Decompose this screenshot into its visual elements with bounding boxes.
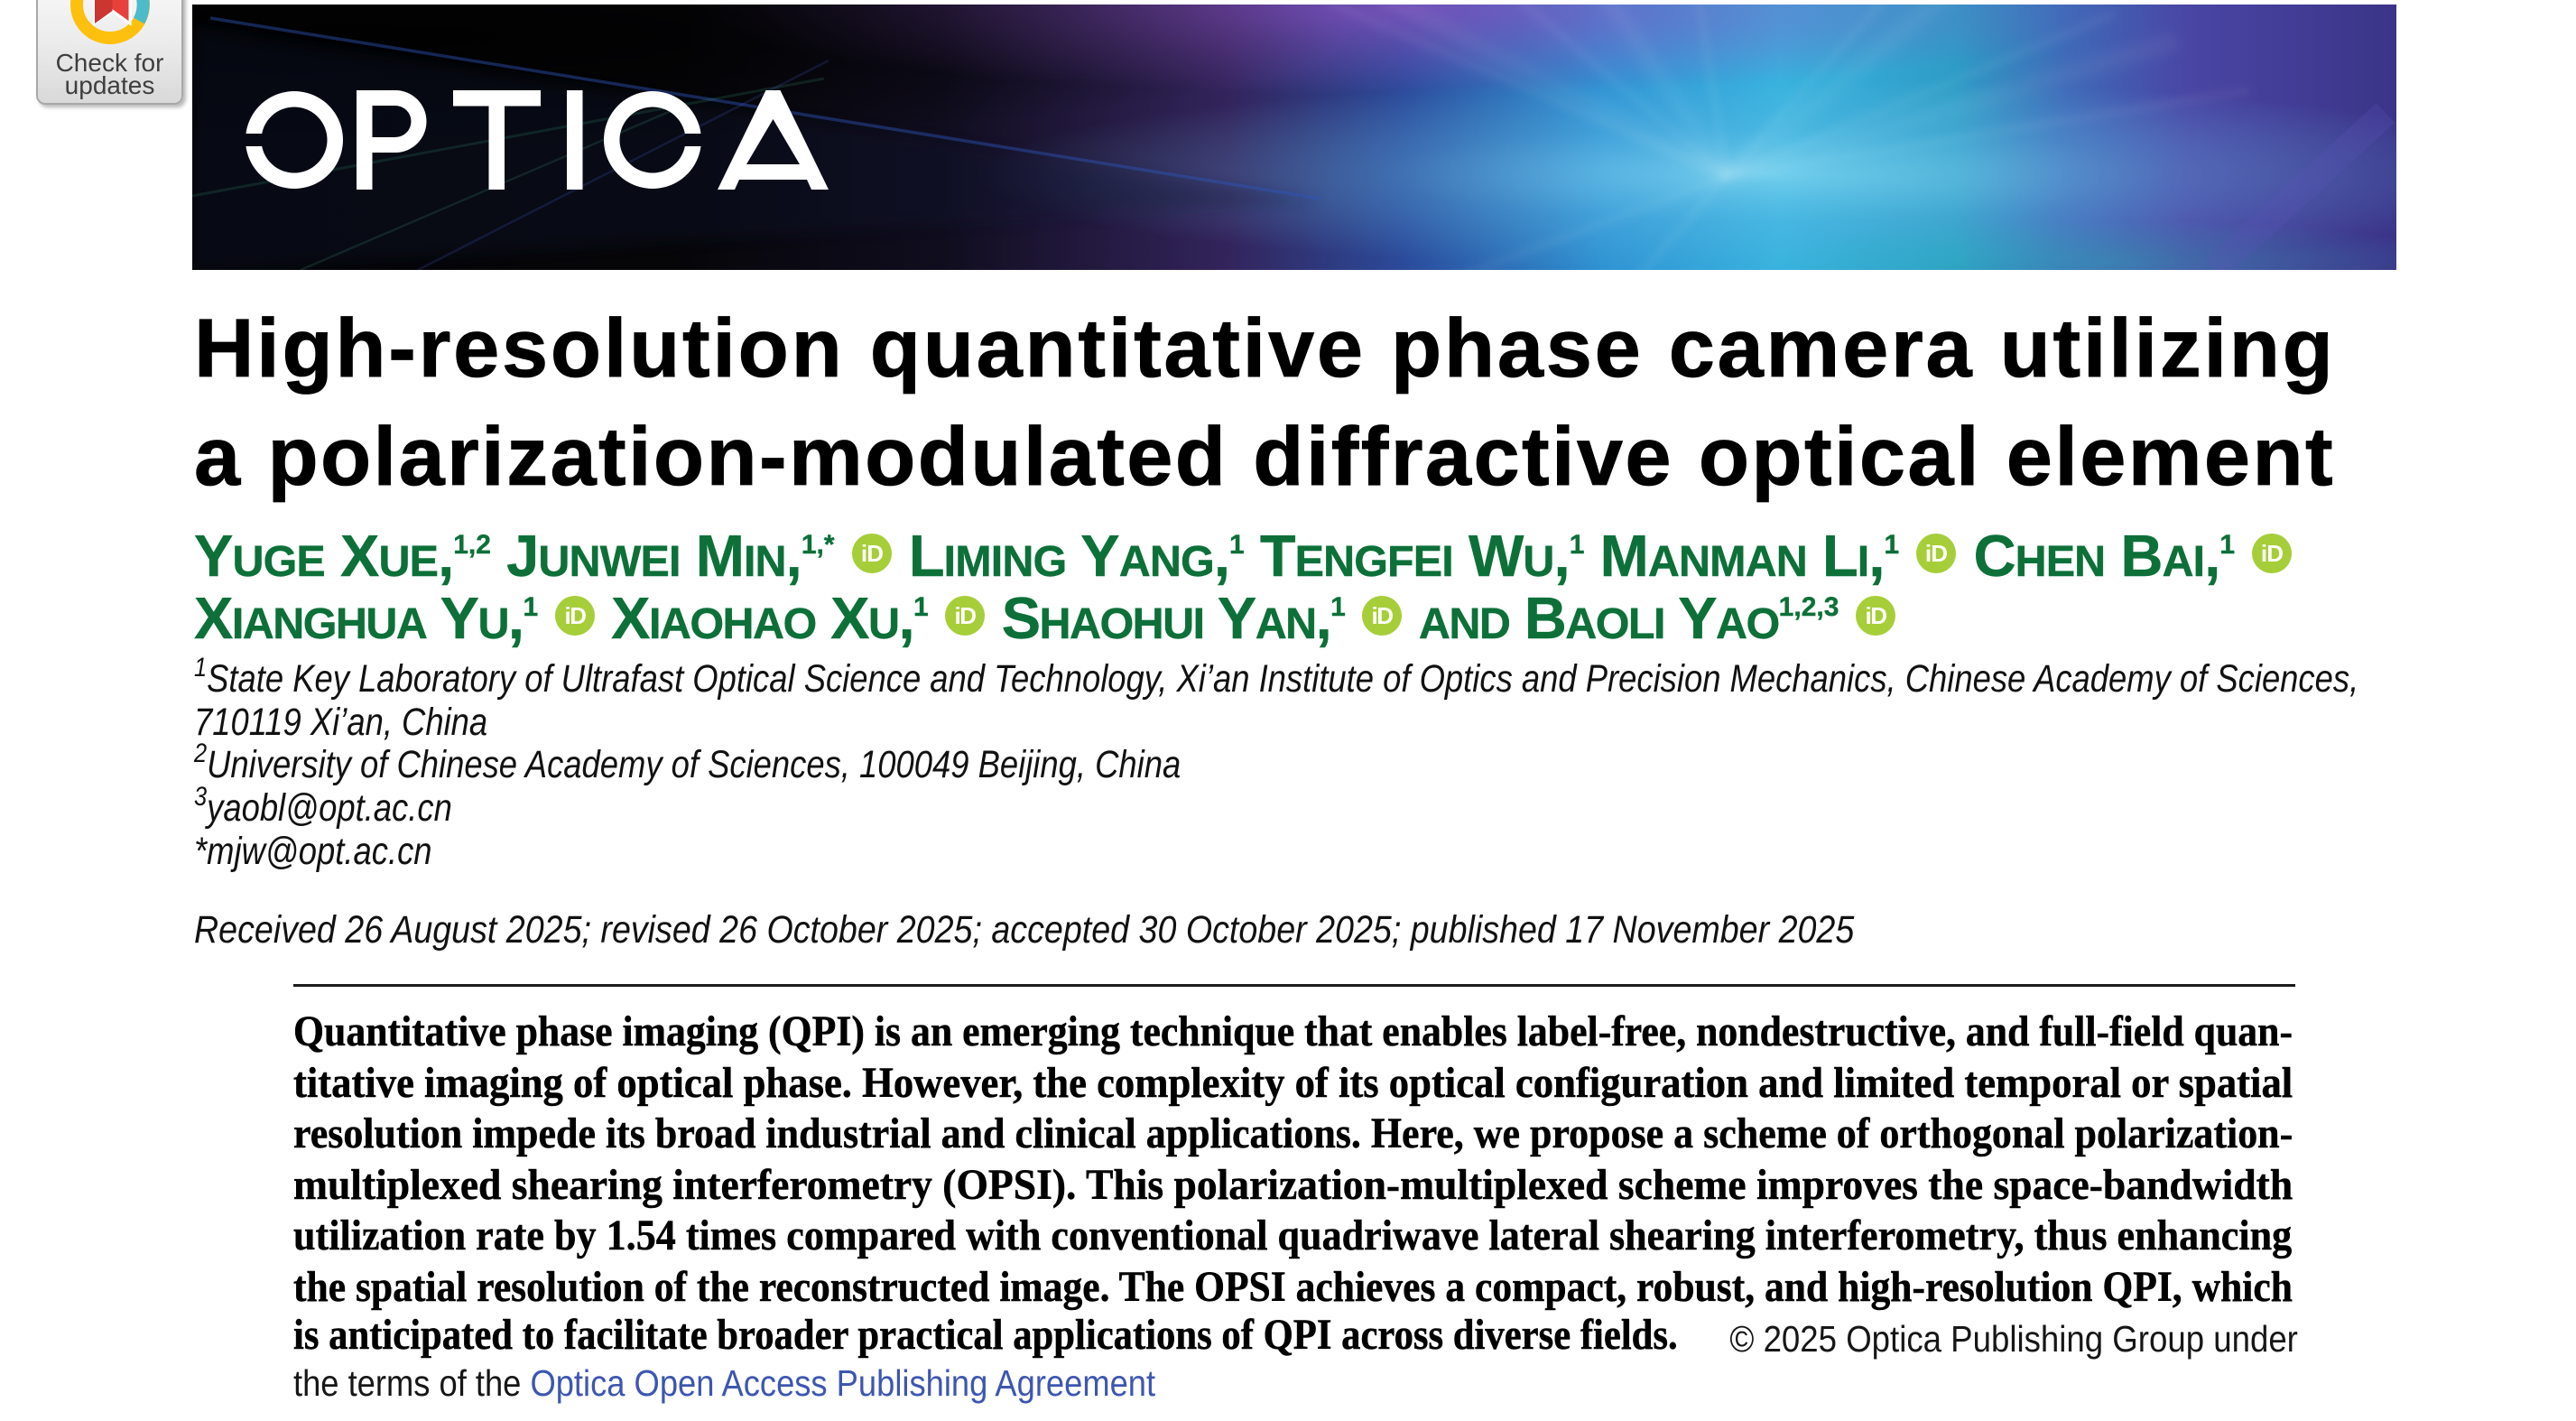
svg-text:iD: iD [861,540,883,567]
svg-text:iD: iD [1372,602,1394,629]
svg-text:iD: iD [564,602,586,629]
svg-text:iD: iD [2261,540,2283,567]
svg-text:iD: iD [1865,602,1886,629]
svg-text:iD: iD [1925,540,1947,567]
svg-text:iD: iD [955,602,977,629]
